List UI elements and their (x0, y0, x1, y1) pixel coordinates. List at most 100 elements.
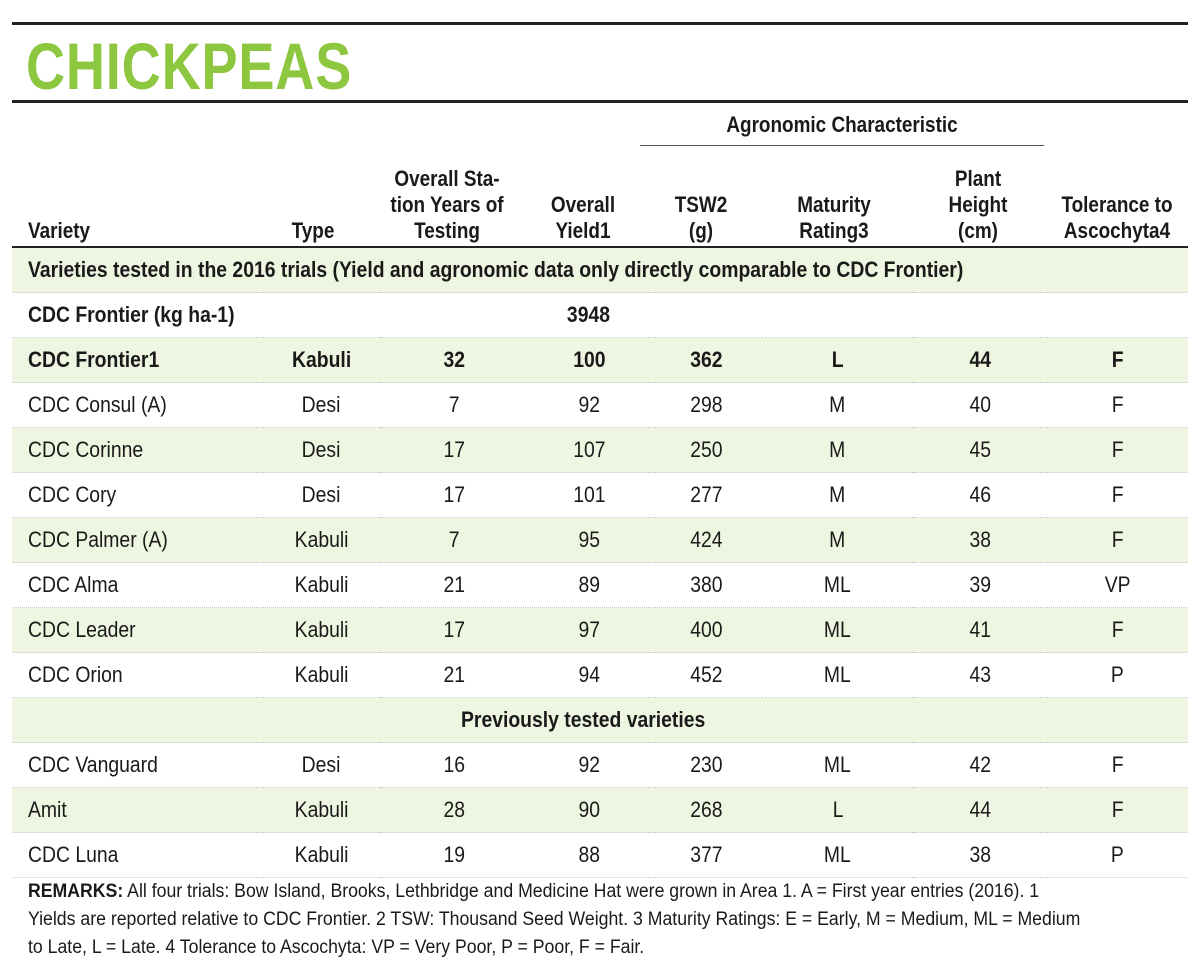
cell-height-value: 44 (969, 797, 991, 822)
cell-tsw: 452 (649, 652, 763, 698)
cell-years-value: 19 (443, 842, 465, 867)
cell-variety-value: CDC Orion (28, 662, 123, 687)
cell-years: 17 (380, 607, 529, 653)
cell-years: 28 (380, 787, 529, 833)
cell-years-value: 32 (443, 347, 465, 372)
table-row: CDC Leader Kabuli 17 97 400 ML 41 F (12, 607, 1188, 653)
cell-variety: CDC Orion (12, 652, 263, 698)
cell-maturity-value: ML (824, 662, 852, 687)
cell-type-value: Kabuli (291, 347, 351, 372)
cell-height-value: 46 (969, 482, 991, 507)
page-title: CHICKPEAS (26, 29, 353, 103)
cell-tolerance-value: F (1111, 797, 1124, 822)
cell-tsw-value: 452 (689, 662, 723, 687)
cell-years: 7 (380, 382, 529, 428)
empty-cell (380, 292, 529, 338)
cell-yield: 88 (528, 832, 650, 878)
cell-tolerance-value: F (1111, 437, 1124, 462)
cell-maturity-value: ML (824, 617, 852, 642)
cell-maturity-value: M (829, 392, 846, 417)
cell-type: Kabuli (262, 337, 381, 383)
cell-height-value: 39 (969, 572, 991, 597)
cell-years-value: 17 (443, 617, 465, 642)
column-header-height: Plant Height (cm) (948, 166, 1008, 243)
cell-type: Kabuli (262, 562, 381, 608)
cell-tsw: 230 (649, 742, 763, 788)
cell-tsw-value: 268 (689, 797, 723, 822)
group-header-rule (640, 145, 1044, 146)
cell-tolerance-value: VP (1104, 572, 1131, 597)
cell-type-value: Kabuli (294, 617, 349, 642)
cell-maturity: M (762, 427, 913, 473)
column-header-years: Overall Sta- tion Years of Testing (390, 166, 504, 243)
cell-tsw: 400 (649, 607, 763, 653)
cell-variety-value: CDC Vanguard (28, 752, 158, 777)
cell-height-value: 38 (969, 842, 991, 867)
cell-tolerance-value: F (1111, 752, 1124, 777)
cell-variety: CDC Consul (A) (12, 382, 263, 428)
cell-variety: CDC Cory (12, 472, 263, 518)
cell-height: 38 (912, 517, 1048, 563)
column-headers: Variety Type Overall Sta- tion Years of Te… (12, 150, 1188, 244)
cell-yield-value: 97 (578, 617, 600, 642)
cell-years: 7 (380, 517, 529, 563)
cell-variety: CDC Palmer (A) (12, 517, 263, 563)
cell-tolerance: P (1047, 832, 1188, 878)
reference-label: CDC Frontier (kg ha-1) (28, 302, 235, 327)
cell-tolerance-value: P (1111, 842, 1125, 867)
cell-variety: CDC Alma (12, 562, 263, 608)
cell-years-value: 7 (448, 392, 460, 417)
cell-maturity: M (762, 472, 913, 518)
cell-tolerance: P (1047, 652, 1188, 698)
cell-tsw-value: 277 (689, 482, 723, 507)
column-header-variety: Variety (28, 218, 91, 243)
cell-yield: 97 (528, 607, 650, 653)
cell-maturity-value: ML (824, 572, 852, 597)
cell-years-value: 28 (443, 797, 465, 822)
column-header-tsw: TSW2 (g) (674, 192, 728, 243)
cell-tolerance-value: P (1111, 662, 1125, 687)
cell-tsw-value: 400 (689, 617, 723, 642)
cell-type: Kabuli (262, 652, 381, 698)
cell-yield: 107 (528, 427, 650, 473)
cell-tolerance-value: F (1111, 527, 1124, 552)
cell-variety-value: CDC Corinne (28, 437, 144, 462)
cell-yield: 101 (528, 472, 650, 518)
cell-yield-value: 94 (578, 662, 600, 687)
cell-height: 45 (912, 427, 1048, 473)
cell-variety: CDC Frontier1 (12, 337, 263, 383)
cell-height-value: 41 (969, 617, 991, 642)
empty-cell (912, 292, 1048, 338)
cell-maturity: M (762, 382, 913, 428)
cell-maturity-value: L (832, 797, 844, 822)
cell-type-value: Desi (301, 437, 341, 462)
cell-tsw-value: 377 (689, 842, 723, 867)
cell-tolerance: F (1047, 427, 1188, 473)
cell-tolerance: F (1047, 787, 1188, 833)
table-row: CDC Corinne Desi 17 107 250 M 45 F (12, 427, 1188, 473)
cell-tsw: 362 (649, 337, 763, 383)
table-row: CDC Cory Desi 17 101 277 M 46 F (12, 472, 1188, 518)
cell-variety: CDC Luna (12, 832, 263, 878)
cell-years-value: 17 (443, 482, 465, 507)
cell-maturity: L (762, 787, 913, 833)
cell-maturity: ML (762, 607, 913, 653)
cell-tolerance-value: F (1111, 617, 1124, 642)
cell-type-value: Desi (301, 752, 341, 777)
cell-years-value: 7 (448, 527, 460, 552)
cell-years: 19 (380, 832, 529, 878)
cell-type-value: Desi (301, 482, 341, 507)
reference-yield-cell: 3948 (528, 292, 650, 338)
cell-type-value: Kabuli (294, 797, 349, 822)
cell-tolerance: F (1047, 517, 1188, 563)
cell-height-value: 44 (969, 347, 991, 372)
table-row: CDC Consul (A) Desi 7 92 298 M 40 F (12, 382, 1188, 428)
cell-type: Kabuli (262, 517, 381, 563)
cell-height: 38 (912, 832, 1048, 878)
cell-yield-value: 92 (578, 752, 600, 777)
cell-height-value: 43 (969, 662, 991, 687)
cell-type: Desi (262, 472, 381, 518)
cell-maturity: M (762, 517, 913, 563)
cell-maturity: ML (762, 832, 913, 878)
cell-maturity: ML (762, 742, 913, 788)
